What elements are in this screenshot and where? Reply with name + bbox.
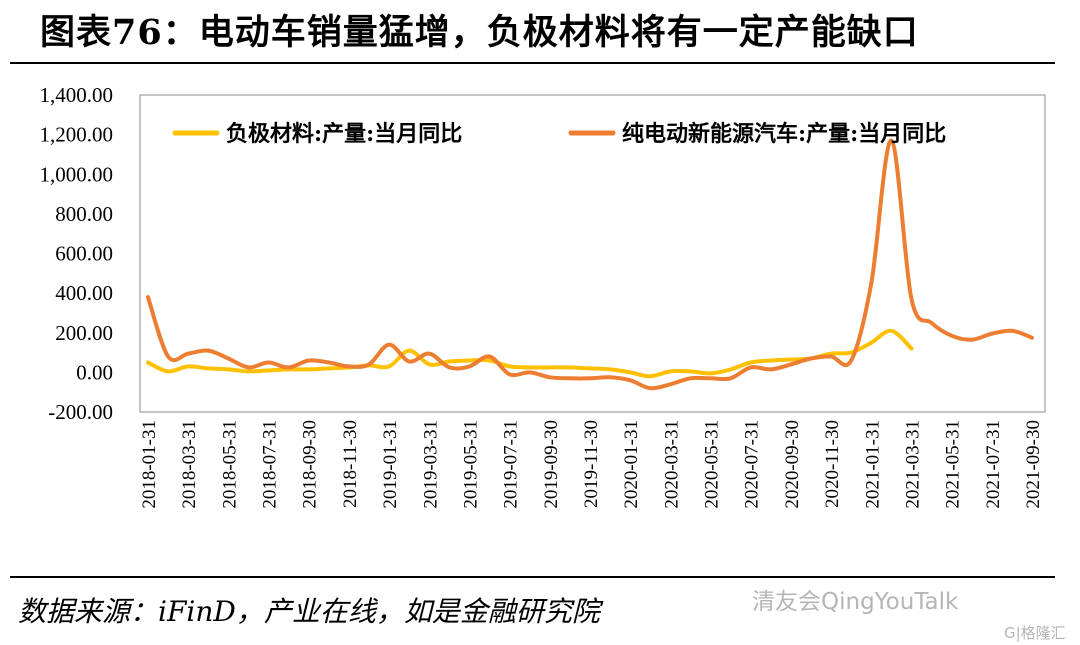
- x-tick-label: 2019-01-31: [380, 420, 401, 509]
- x-tick-label: 2020-09-30: [782, 420, 803, 509]
- y-tick-label: 0.00: [76, 360, 113, 384]
- series-line-bev: [146, 138, 1034, 391]
- y-tick-label: 400.00: [55, 281, 113, 305]
- series-lines: [146, 138, 1034, 391]
- x-tick-label: 2018-01-31: [139, 420, 160, 509]
- source-note: 数据来源：iFinD，产业在线，如是金融研究院: [18, 595, 600, 628]
- chart-title: 图表76：电动车销量猛增，负极材料将有一定产能缺口: [40, 12, 919, 53]
- x-tick-label: 2019-05-31: [460, 420, 481, 509]
- legend-label-anode: 负极材料:产量:当月同比: [226, 121, 462, 147]
- legend: 负极材料:产量:当月同比 纯电动新能源汽车:产量:当月同比: [172, 121, 946, 147]
- y-tick-label: -200.00: [48, 400, 113, 424]
- y-axis: 1,400.00 1,200.00 1,000.00 800.00 600.00 400.…: [40, 83, 114, 424]
- x-tick-label: 2021-01-31: [862, 420, 883, 509]
- watermark: 清友会QingYouTalk: [752, 589, 959, 615]
- x-tick-label: 2021-07-31: [983, 420, 1004, 509]
- x-tick-label: 2018-05-31: [219, 420, 240, 509]
- y-tick-label: 800.00: [55, 202, 113, 226]
- x-tick-label: 2019-09-30: [541, 420, 562, 509]
- top-rule: [10, 62, 1055, 64]
- y-tick-label: 1,400.00: [40, 83, 114, 107]
- x-axis: 2018-01-31 2018-03-31 2018-05-31 2018-07-31…: [139, 420, 1044, 509]
- legend-label-bev: 纯电动新能源汽车:产量:当月同比: [622, 121, 946, 147]
- x-tick-label: 2018-07-31: [260, 420, 281, 509]
- series-line-anode: [146, 328, 914, 379]
- x-tick-label: 2019-11-30: [581, 420, 602, 508]
- x-tick-label: 2020-01-31: [621, 420, 642, 509]
- y-tick-label: 1,000.00: [40, 162, 114, 186]
- bottom-rule: [10, 576, 1055, 578]
- y-tick-label: 600.00: [55, 242, 113, 266]
- x-tick-label: 2019-03-31: [420, 420, 441, 509]
- watermark-small: G|格隆汇: [1004, 624, 1066, 642]
- x-tick-label: 2020-05-31: [702, 420, 723, 509]
- x-tick-label: 2018-11-30: [340, 420, 361, 508]
- line-chart: 1,400.00 1,200.00 1,000.00 800.00 600.00 400.…: [40, 83, 1046, 509]
- x-tick-label: 2021-09-30: [1023, 420, 1044, 509]
- x-tick-label: 2019-07-31: [501, 420, 522, 509]
- y-tick-label: 1,200.00: [40, 123, 114, 147]
- x-tick-label: 2021-03-31: [902, 420, 923, 509]
- y-tick-label: 200.00: [55, 321, 113, 345]
- x-tick-label: 2020-07-31: [742, 420, 763, 509]
- x-tick-label: 2018-03-31: [179, 420, 200, 509]
- x-tick-label: 2020-03-31: [661, 420, 682, 509]
- x-tick-label: 2020-11-30: [822, 420, 843, 508]
- x-tick-label: 2021-05-31: [943, 420, 964, 509]
- x-tick-label: 2018-09-30: [300, 420, 321, 509]
